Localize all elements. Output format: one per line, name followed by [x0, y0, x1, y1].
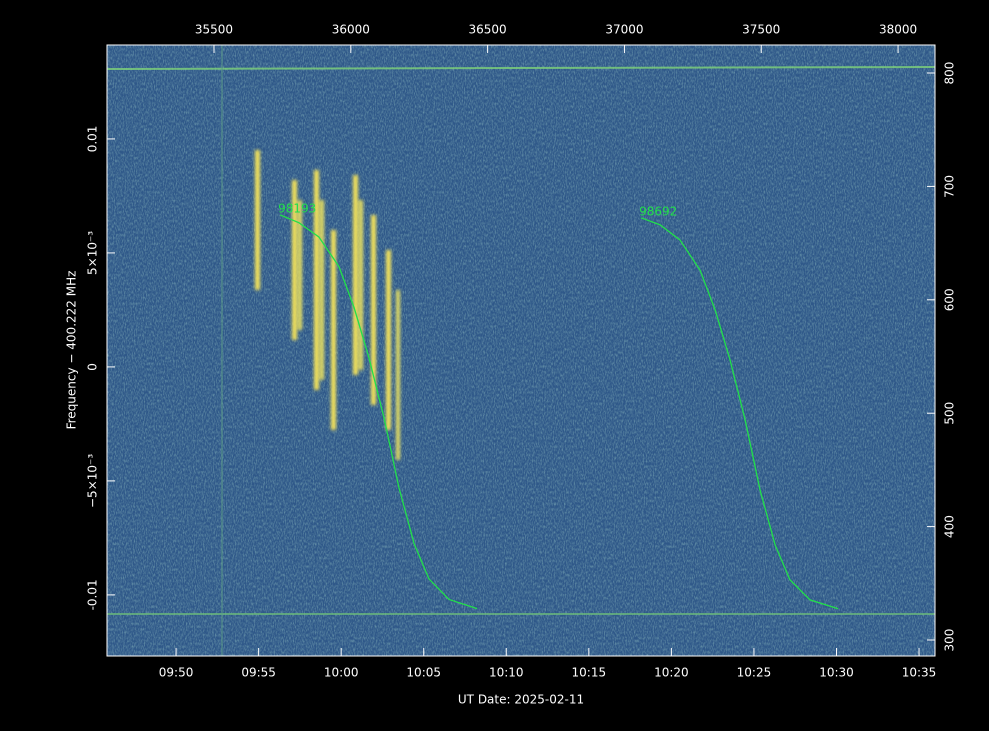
y-tick-label: 0.01	[86, 126, 100, 153]
x-tick-label: 09:50	[159, 666, 194, 680]
signal-stripe	[386, 250, 391, 430]
x2-tick-label: 37500	[742, 23, 780, 37]
spectrogram-noise	[107, 45, 935, 656]
x2-tick-label: 36500	[469, 23, 507, 37]
x-tick-label: 10:10	[489, 666, 524, 680]
x-tick-label: 10:00	[324, 666, 359, 680]
x-tick-label: 10:15	[572, 666, 607, 680]
x-tick-label: 09:55	[241, 666, 276, 680]
curve-label: 98193	[278, 201, 316, 215]
x-tick-label: 10:25	[737, 666, 772, 680]
y-tick-label: -0.01	[86, 579, 100, 610]
y2-tick-label: 700	[943, 175, 957, 198]
x2-tick-label: 36000	[332, 23, 370, 37]
signal-stripes	[255, 150, 400, 460]
spectrogram	[107, 45, 935, 656]
signal-stripe	[255, 150, 260, 290]
x2-tick-label: 37000	[605, 23, 643, 37]
plot-frame	[106, 44, 936, 657]
y-axis-label: Frequency − 400.222 MHz	[65, 271, 79, 430]
signal-stripe	[371, 215, 376, 405]
x-axis-label: UT Date: 2025-02-11	[458, 693, 584, 707]
curve-label: 98692	[639, 204, 677, 218]
y2-tick-label: 600	[943, 288, 957, 311]
x2-tick-label: 38000	[879, 23, 917, 37]
signal-stripe	[331, 230, 336, 430]
x2-tick-label: 35500	[195, 23, 233, 37]
y2-tick-label: 300	[943, 629, 957, 652]
y-tick-label: 0	[86, 363, 100, 371]
x-tick-label: 10:05	[406, 666, 441, 680]
y2-tick-label: 400	[943, 515, 957, 538]
signal-stripe	[396, 290, 400, 460]
y-tick-label: −5×10⁻³	[86, 454, 100, 508]
signal-stripe	[292, 180, 297, 340]
x-tick-label: 10:35	[902, 666, 937, 680]
signal-stripe	[353, 175, 358, 375]
y-tick-label: 5×10⁻³	[86, 231, 100, 275]
doppler-curve	[640, 217, 839, 610]
y2-tick-label: 500	[943, 402, 957, 425]
signal-stripe	[314, 170, 319, 390]
x-tick-label: 10:20	[654, 666, 689, 680]
interference-line	[107, 66, 935, 70]
x-tick-label: 10:30	[819, 666, 854, 680]
signal-stripe	[359, 200, 363, 370]
signal-stripe	[298, 200, 302, 330]
doppler-curve	[279, 214, 478, 610]
y2-tick-label: 800	[943, 62, 957, 85]
signal-stripe	[320, 200, 324, 380]
